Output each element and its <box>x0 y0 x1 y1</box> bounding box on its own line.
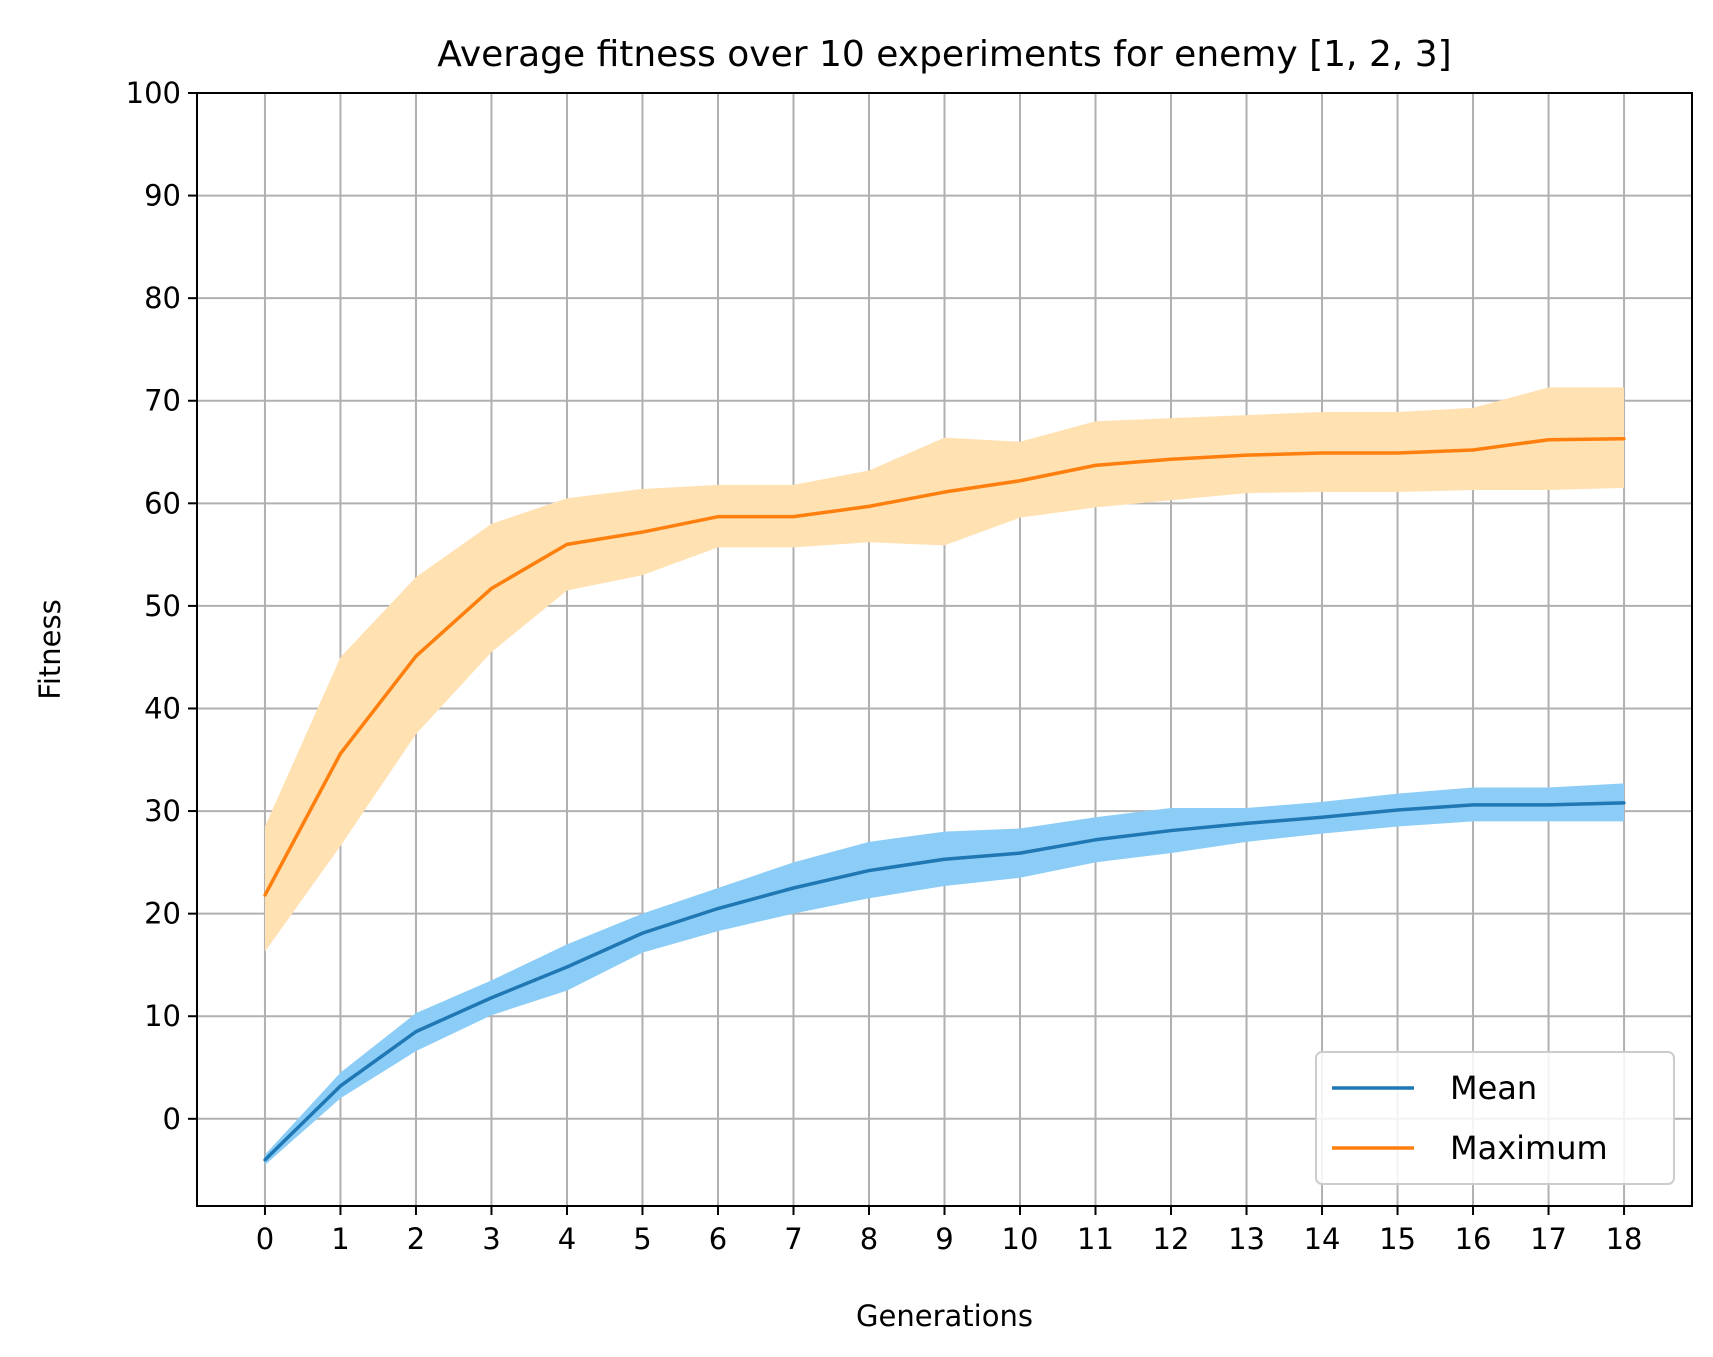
data-point-maximum <box>791 515 796 519</box>
y-tick-label: 0 <box>163 1102 181 1136</box>
data-point-maximum <box>1018 479 1022 483</box>
data-point-mean <box>1471 803 1475 807</box>
x-tick-label: 6 <box>709 1222 727 1256</box>
x-tick-label: 5 <box>633 1222 651 1256</box>
data-point-mean <box>1093 838 1098 842</box>
data-point-mean <box>263 1158 267 1162</box>
y-tick-label: 20 <box>144 897 181 931</box>
data-point-maximum <box>1622 437 1626 441</box>
data-point-maximum <box>489 586 494 591</box>
data-point-mean <box>1395 808 1400 812</box>
legend-label-mean: Mean <box>1450 1069 1537 1107</box>
y-axis-label: Fitness <box>33 599 67 699</box>
x-tick-label: 0 <box>256 1222 274 1256</box>
data-point-mean <box>338 1084 343 1088</box>
y-tick-label: 60 <box>144 486 181 520</box>
data-point-maximum <box>942 490 947 494</box>
x-tick-label: 7 <box>784 1222 802 1256</box>
data-point-maximum <box>1320 451 1324 455</box>
data-point-mean <box>1244 821 1249 825</box>
data-point-maximum <box>414 654 418 658</box>
y-tick-label: 40 <box>144 691 181 725</box>
data-point-mean <box>1169 828 1173 833</box>
y-tick-label: 50 <box>144 589 181 623</box>
x-tick-label: 8 <box>860 1222 878 1256</box>
x-tick-label: 11 <box>1077 1222 1114 1256</box>
data-point-maximum <box>565 542 569 546</box>
y-tick-label: 70 <box>144 384 181 418</box>
data-point-maximum <box>1395 451 1400 455</box>
x-tick-label: 15 <box>1379 1222 1416 1256</box>
x-tick-label: 2 <box>407 1222 425 1256</box>
x-axis-ticks: 0 1 2 3 4 5 6 7 8 9 10 11 12 13 14 15 16 17 18 <box>256 1206 1643 1256</box>
data-point-maximum <box>640 530 645 534</box>
x-tick-label: 14 <box>1304 1222 1341 1256</box>
y-tick-label: 90 <box>144 179 181 213</box>
legend-box <box>1315 1051 1675 1185</box>
x-tick-label: 9 <box>935 1222 953 1256</box>
data-point-maximum <box>1093 463 1098 467</box>
data-point-mean <box>942 857 947 861</box>
x-tick-label: 4 <box>558 1222 576 1256</box>
x-tick-label: 18 <box>1606 1222 1643 1256</box>
data-point-mean <box>565 965 569 969</box>
data-point-mean <box>867 868 871 873</box>
x-axis-label: Generations <box>856 1299 1033 1333</box>
y-tick-label: 100 <box>126 76 181 110</box>
x-tick-label: 1 <box>331 1222 349 1256</box>
data-point-mean <box>791 886 796 890</box>
data-point-maximum <box>263 893 267 897</box>
data-point-maximum <box>1471 448 1475 452</box>
x-tick-label: 13 <box>1228 1222 1265 1256</box>
y-axis-ticks: 0 10 20 30 40 50 60 70 80 90 100 <box>126 76 197 1136</box>
data-point-maximum <box>867 504 871 508</box>
x-tick-label: 16 <box>1455 1222 1492 1256</box>
data-point-mean <box>640 931 645 935</box>
data-point-maximum <box>338 752 343 756</box>
y-tick-label: 10 <box>144 999 181 1033</box>
x-tick-label: 12 <box>1153 1222 1190 1256</box>
x-tick-label: 3 <box>482 1222 500 1256</box>
x-tick-label: 17 <box>1530 1222 1567 1256</box>
data-point-mean <box>1018 851 1022 855</box>
data-point-mean <box>1622 801 1626 805</box>
y-tick-label: 80 <box>144 281 181 315</box>
data-point-mean <box>716 906 720 911</box>
legend-label-maximum: Maximum <box>1450 1129 1608 1167</box>
data-point-maximum <box>716 515 720 519</box>
legend: Mean Maximum <box>1315 1051 1675 1185</box>
data-point-maximum <box>1169 457 1173 461</box>
x-tick-label: 10 <box>1002 1222 1039 1256</box>
data-point-mean <box>414 1030 418 1034</box>
data-point-maximum <box>1546 438 1551 442</box>
band-maximum <box>264 387 1625 952</box>
chart-title: Average fitness over 10 experiments for … <box>437 34 1451 75</box>
series-lines <box>263 436 1626 1162</box>
data-point-mean <box>1546 803 1551 807</box>
data-point-mean <box>1320 815 1324 819</box>
y-tick-label: 30 <box>144 794 181 828</box>
data-point-maximum <box>1244 453 1249 457</box>
data-point-mean <box>489 996 494 1000</box>
